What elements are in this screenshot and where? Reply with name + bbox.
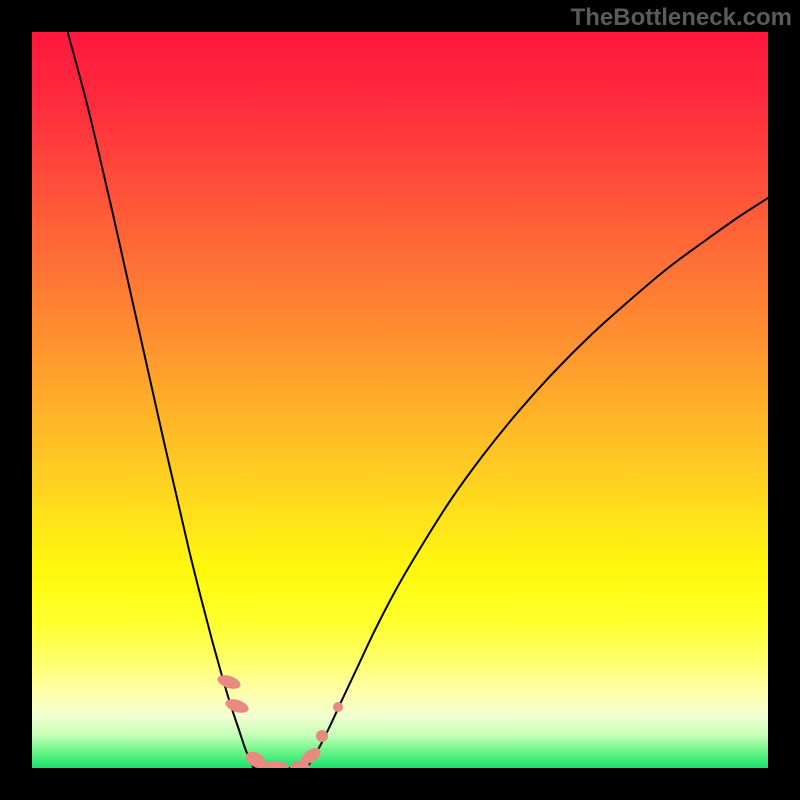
watermark-text: TheBottleneck.com <box>571 4 792 32</box>
gradient-background <box>32 32 768 768</box>
data-marker <box>333 702 343 712</box>
data-marker <box>316 730 328 742</box>
plot-area <box>32 4 768 775</box>
chart-canvas <box>0 0 800 800</box>
